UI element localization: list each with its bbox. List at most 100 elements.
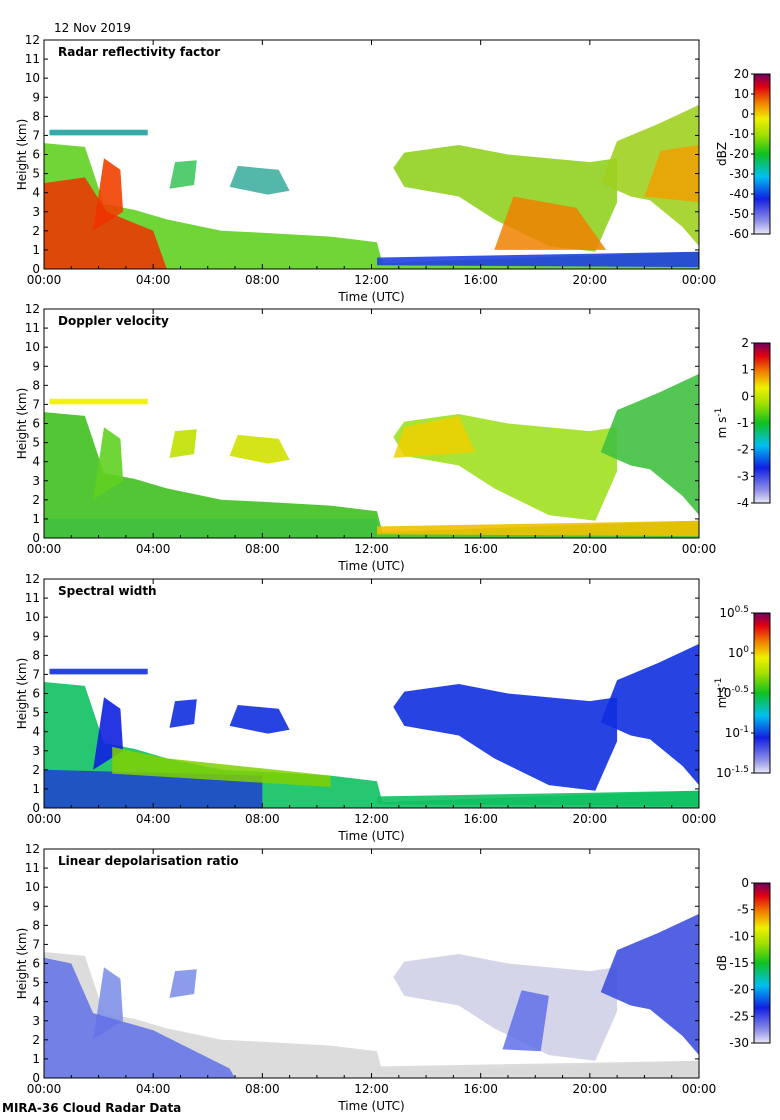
cloud-region-east2 [600, 104, 699, 247]
y-tick-label: 9 [32, 899, 40, 913]
y-tick-label: 4 [32, 995, 40, 1009]
x-tick-label: 20:00 [573, 1082, 608, 1096]
y-tick-label: 4 [32, 186, 40, 200]
y-tick-label: 0 [32, 1071, 40, 1085]
panel-title: Doppler velocity [58, 314, 169, 328]
y-axis-label: Height (km) [15, 658, 29, 729]
y-tick-label: 3 [32, 474, 40, 488]
colorbar-tick-label: 0 [741, 389, 749, 403]
y-tick-label: 3 [32, 744, 40, 758]
y-tick-label: 8 [32, 378, 40, 392]
y-tick-label: 1 [32, 243, 40, 257]
colorbar-tick-label: -5 [737, 903, 749, 917]
y-tick-label: 0 [32, 262, 40, 276]
x-tick-label: 04:00 [136, 1082, 171, 1096]
x-tick-label: 00:00 [682, 812, 717, 826]
y-tick-label: 9 [32, 90, 40, 104]
colorbar-tick-label: -1 [737, 416, 749, 430]
cloud-accent-1 [44, 518, 377, 538]
cloud-region-east [393, 684, 618, 791]
panel-title: Radar reflectivity factor [58, 45, 220, 59]
cloud-region-cell1 [169, 699, 197, 728]
y-tick-label: 6 [32, 148, 40, 162]
x-tick-label: 12:00 [354, 1082, 389, 1096]
cloud-accent-0 [393, 415, 476, 458]
cloud-region-cell2 [229, 165, 290, 195]
colorbar-tick-label: -20 [729, 147, 749, 161]
cloud-region-cell2 [229, 705, 290, 734]
cloud-region-east2 [600, 643, 699, 786]
y-tick-label: 0 [32, 801, 40, 815]
y-tick-label: 4 [32, 455, 40, 469]
y-tick-label: 6 [32, 417, 40, 431]
y-tick-label: 11 [25, 52, 40, 66]
cloud-region-lowlayer [377, 520, 699, 537]
x-tick-label: 00:00 [27, 542, 62, 556]
y-axis-label: Height (km) [15, 119, 29, 190]
y-tick-label: 1 [32, 512, 40, 526]
cloud-region-cell1 [169, 969, 197, 998]
x-axis-label: Time (UTC) [337, 290, 404, 304]
cloud-accent-1 [502, 990, 549, 1052]
colorbar-tick-label: -15 [729, 956, 749, 970]
colorbar-tick-label: -20 [729, 983, 749, 997]
colorbar-label: dBZ [715, 142, 729, 166]
cloud-region-thin7 [49, 398, 148, 405]
y-tick-label: 2 [32, 763, 40, 777]
footer-label: MIRA-36 Cloud Radar Data [2, 1101, 181, 1115]
cloud-region-thin7 [49, 129, 148, 136]
panel-title: Spectral width [58, 584, 157, 598]
x-tick-label: 16:00 [463, 1082, 498, 1096]
x-tick-label: 00:00 [682, 542, 717, 556]
cloud-accent-2 [644, 145, 699, 203]
y-tick-label: 5 [32, 167, 40, 181]
y-tick-label: 1 [32, 782, 40, 796]
cloud-accent-0 [44, 177, 167, 269]
y-axis-label: Height (km) [15, 388, 29, 459]
x-tick-label: 08:00 [245, 812, 280, 826]
x-axis-label: Time (UTC) [337, 829, 404, 843]
x-tick-label: 16:00 [463, 812, 498, 826]
y-tick-label: 7 [32, 128, 40, 142]
y-tick-label: 9 [32, 359, 40, 373]
cloud-region-lowlayer [377, 790, 699, 807]
y-tick-label: 12 [25, 33, 40, 47]
y-tick-label: 11 [25, 861, 40, 875]
colorbar-tick-label: 1 [741, 363, 749, 377]
cloud-region-cell1 [169, 160, 197, 189]
x-axis-label: Time (UTC) [337, 559, 404, 573]
x-tick-label: 20:00 [573, 273, 608, 287]
x-tick-label: 04:00 [136, 812, 171, 826]
y-tick-label: 0 [32, 531, 40, 545]
x-tick-label: 08:00 [245, 273, 280, 287]
y-tick-label: 6 [32, 687, 40, 701]
colorbar-tick-label: -3 [737, 469, 749, 483]
cloud-region-base [44, 143, 699, 269]
x-tick-label: 20:00 [573, 812, 608, 826]
y-tick-label: 2 [32, 224, 40, 238]
x-tick-label: 00:00 [682, 1082, 717, 1096]
y-tick-label: 11 [25, 321, 40, 335]
colorbar-tick-label: 10-1 [725, 725, 749, 740]
colorbar-tick-label: -30 [729, 1036, 749, 1050]
colorbar-tick-label: -40 [729, 187, 749, 201]
colorbar-tick-label: 100 [728, 645, 749, 660]
colorbar-tick-label: -10 [729, 127, 749, 141]
reflectivity-panel: Radar reflectivity factor012345678910111… [15, 33, 771, 304]
panel-title: Linear depolarisation ratio [58, 854, 239, 868]
x-tick-label: 12:00 [354, 273, 389, 287]
colorbar-tick-label: 0 [741, 107, 749, 121]
y-tick-label: 7 [32, 937, 40, 951]
colorbar-label: dB [715, 955, 729, 971]
x-tick-label: 20:00 [573, 542, 608, 556]
x-tick-label: 00:00 [27, 273, 62, 287]
y-tick-label: 12 [25, 572, 40, 586]
x-tick-label: 04:00 [136, 273, 171, 287]
colorbar-tick-label: -50 [729, 207, 749, 221]
y-tick-label: 2 [32, 493, 40, 507]
cloud-region-east2 [600, 913, 699, 1056]
x-tick-label: 00:00 [682, 273, 717, 287]
